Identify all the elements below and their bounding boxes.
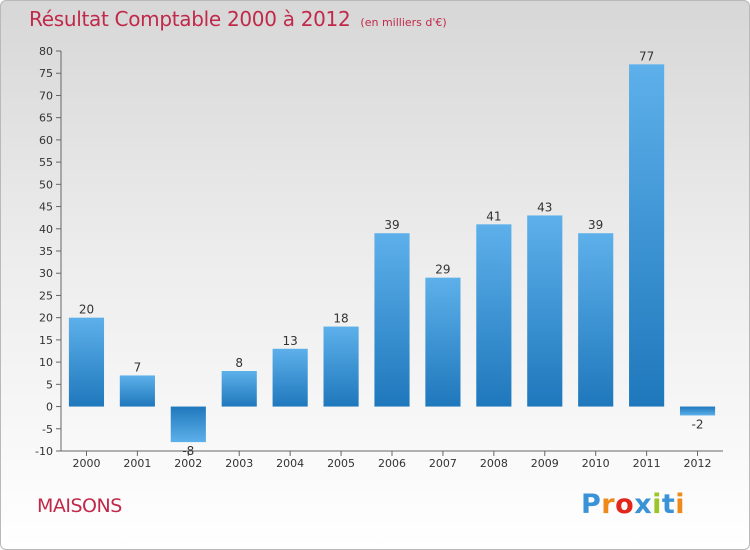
data-label-2000: 20	[79, 303, 94, 317]
x-tick-label: 2010	[582, 457, 610, 470]
data-label-2007: 29	[435, 263, 450, 277]
y-tick-label: 60	[39, 134, 53, 147]
y-tick-label: 35	[39, 245, 53, 258]
chart-data-labels: 20 7 -8 8 13 18 39 29 41 43 39 77 -2	[79, 49, 704, 458]
data-label-2002: -8	[182, 444, 194, 458]
bar-2010	[578, 233, 614, 407]
y-tick-label: 55	[39, 156, 53, 169]
y-tick-label: 75	[39, 67, 53, 80]
y-tick-label: -10	[35, 445, 53, 458]
y-tick-label: 40	[39, 223, 53, 236]
x-tick-label: 2007	[429, 457, 457, 470]
x-tick-label: 2008	[480, 457, 508, 470]
x-tick-label: 2011	[633, 457, 661, 470]
y-tick-label: 45	[39, 201, 53, 214]
y-tick-label: 30	[39, 267, 53, 280]
data-label-2004: 13	[283, 334, 298, 348]
y-tick-label: 65	[39, 112, 53, 125]
bar-2007	[425, 277, 461, 407]
y-tick-label: 10	[39, 356, 53, 369]
commune-name: MAISONS	[37, 495, 122, 517]
chart-title: Résultat Comptable 2000 à 2012	[29, 7, 351, 31]
data-label-2006: 39	[384, 218, 399, 232]
data-label-2003: 8	[235, 356, 243, 370]
data-label-2010: 39	[588, 218, 603, 232]
data-label-2009: 43	[537, 200, 552, 214]
proxiti-logo: Proxiti	[581, 489, 686, 520]
bar-2003	[221, 371, 257, 407]
bar-2009	[527, 215, 563, 407]
chart-subtitle: (en milliers d'€)	[360, 16, 447, 29]
x-tick-label: 2002	[174, 457, 202, 470]
chart-title-block: Résultat Comptable 2000 à 2012 (en millie…	[29, 7, 447, 31]
bar-2012	[679, 406, 716, 416]
x-tick-label: 2012	[684, 457, 712, 470]
y-tick-label: 5	[46, 378, 53, 391]
y-tick-label: 25	[39, 289, 53, 302]
x-tick-label: 2001	[123, 457, 151, 470]
y-tick-label: 50	[39, 178, 53, 191]
x-tick-label: 2004	[276, 457, 304, 470]
y-tick-label: -5	[42, 423, 53, 436]
bar-2011	[629, 64, 665, 407]
bar-2001	[119, 375, 155, 407]
x-tick-label: 2003	[225, 457, 253, 470]
y-tick-label: 80	[39, 45, 53, 58]
data-label-2011: 77	[639, 49, 654, 63]
chart-bars	[68, 64, 716, 443]
data-label-2001: 7	[134, 360, 142, 374]
x-tick-label: 2005	[327, 457, 355, 470]
data-label-2012: -2	[692, 417, 704, 431]
x-tick-label: 2000	[72, 457, 100, 470]
data-label-2005: 18	[333, 312, 348, 326]
y-tick-label: 0	[46, 401, 53, 414]
bar-2004	[272, 348, 308, 407]
y-tick-label: 70	[39, 89, 53, 102]
y-tick-label: 20	[39, 312, 53, 325]
x-tick-label: 2009	[531, 457, 559, 470]
bar-2006	[374, 233, 410, 407]
y-tick-label: 15	[39, 334, 53, 347]
data-label-2008: 41	[486, 209, 501, 223]
bar-2002	[170, 406, 206, 443]
bar-2005	[323, 326, 359, 407]
chart-axes: -10 -5 0 5 10 15 20 25 30 35 40 45 50 55 60 65 70 75 80 200…	[35, 45, 723, 470]
x-tick-label: 2006	[378, 457, 406, 470]
bar-2008	[476, 224, 512, 407]
bar-2000	[68, 317, 105, 407]
